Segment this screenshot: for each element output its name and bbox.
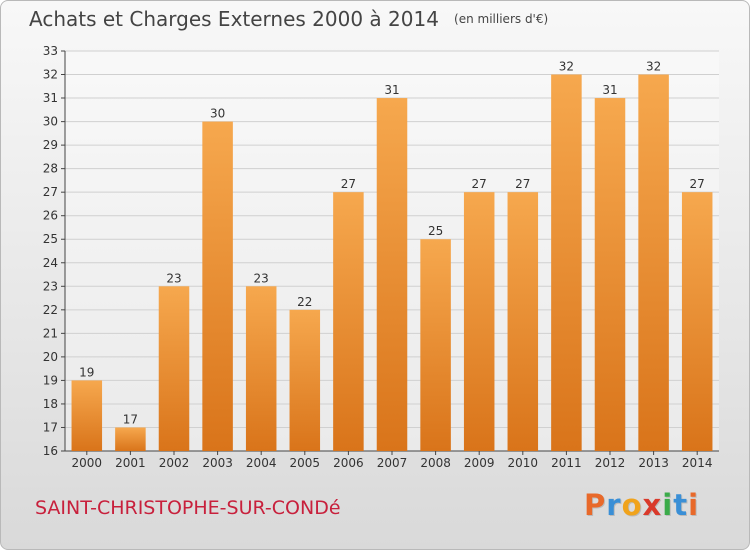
y-tick-label: 30 [43,115,58,129]
bar [333,192,364,452]
data-label: 32 [559,60,574,74]
bar [202,121,233,452]
data-label: 23 [254,271,269,285]
data-label: 30 [210,107,225,121]
data-label: 31 [384,83,399,97]
x-tick-label: 2014 [682,456,713,470]
data-label: 27 [472,177,487,191]
unit-label: (en milliers d'€) [454,12,549,26]
y-tick-label: 20 [43,350,58,364]
data-label: 17 [123,412,138,426]
x-tick-label: 2012 [595,456,626,470]
x-tick-label: 2006 [333,456,364,470]
bar [376,98,408,451]
x-tick-label: 2000 [72,456,103,470]
y-tick-label: 28 [43,162,58,176]
data-label: 31 [602,83,617,97]
y-tick-label: 27 [43,185,58,199]
bar [463,192,495,452]
y-tick-label: 18 [43,397,58,411]
x-tick-label: 2002 [159,456,190,470]
bar [594,98,626,451]
x-tick-label: 2009 [464,456,495,470]
y-tick-label: 33 [43,44,58,58]
brand-letter: i [662,488,674,522]
brand-letter: t [673,488,689,522]
y-tick-label: 21 [43,326,58,340]
y-tick-label: 24 [43,256,58,270]
y-tick-label: 25 [43,232,58,246]
y-tick-label: 19 [43,373,58,387]
x-tick-label: 2010 [508,456,539,470]
x-tick-label: 2003 [202,456,233,470]
bar [115,427,146,451]
bar [551,74,582,451]
x-tick-label: 2005 [290,456,321,470]
y-tick-label: 22 [43,303,58,317]
x-tick-label: 2007 [377,456,408,470]
x-tick-label: 2001 [115,456,146,470]
x-tick-label: 2008 [420,456,451,470]
brand-letter: x [642,488,663,522]
y-tick-label: 31 [43,91,58,105]
chart-title: Achats et Charges Externes 2000 à 2014 [29,7,439,31]
bar [289,309,321,451]
data-label: 25 [428,224,443,238]
commune-name: SAINT-CHRISTOPHE-SUR-CONDé [35,497,341,519]
data-label: 22 [297,295,312,309]
bar [681,192,713,452]
brand-letter: i [688,488,700,522]
data-label: 27 [690,177,705,191]
brand-letter: P [584,488,607,522]
bar [420,239,451,451]
brand-logo: Proxiti [584,488,699,522]
x-tick-label: 2011 [551,456,582,470]
data-label: 27 [341,177,356,191]
y-tick-label: 29 [43,138,58,152]
title-row: Achats et Charges Externes 2000 à 2014 (… [29,7,548,31]
x-tick-label: 2013 [638,456,669,470]
data-label: 32 [646,60,661,74]
brand-letter: r [606,488,622,522]
x-tick-label: 2004 [246,456,277,470]
y-tick-label: 32 [43,68,58,82]
y-tick-label: 23 [43,279,58,293]
data-label: 27 [515,177,530,191]
y-tick-label: 26 [43,209,58,223]
bar [71,380,103,451]
y-tick-label: 17 [43,420,58,434]
y-tick-label: 16 [43,444,58,458]
bar [507,192,539,452]
data-label: 19 [79,365,94,379]
bar [245,286,277,451]
data-label: 23 [166,271,181,285]
bar [158,286,190,451]
bar [638,74,669,451]
brand-letter: o [621,488,643,522]
